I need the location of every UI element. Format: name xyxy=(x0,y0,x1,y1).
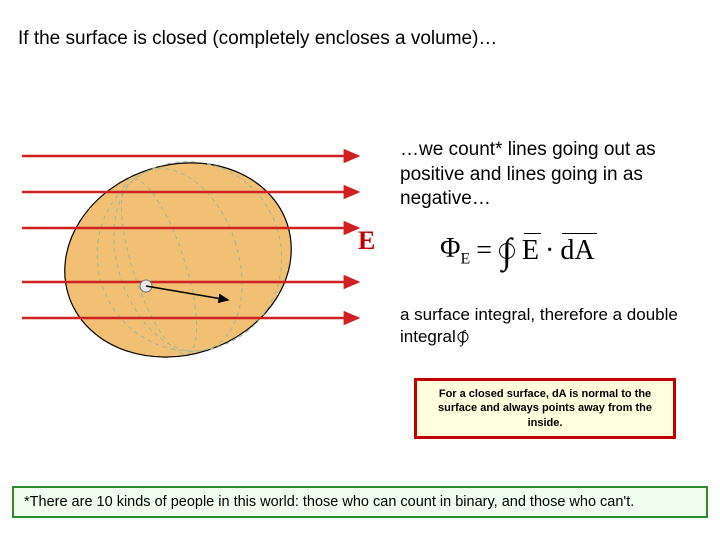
closed-integral-symbol: ∫ xyxy=(502,230,512,272)
note-box: For a closed surface, dA is normal to th… xyxy=(414,378,676,439)
slide-title: If the surface is closed (completely enc… xyxy=(18,28,497,50)
equals: = xyxy=(476,235,492,267)
flux-diagram xyxy=(18,120,378,380)
dA-vector: dA xyxy=(560,235,594,267)
dot-operator: · xyxy=(545,235,554,267)
flux-formula: ΦE = ∫ E · dA xyxy=(440,230,595,272)
phi-symbol: ΦE xyxy=(440,233,470,269)
paragraph-surface-integral: a surface integral, therefore a double i… xyxy=(400,304,680,348)
e-vector: E xyxy=(522,235,539,267)
paragraph-count-lines: …we count* lines going out as positive a… xyxy=(400,138,680,212)
closed-loop-symbol: ∫ xyxy=(460,326,465,348)
para2-text: a surface integral, therefore a double i… xyxy=(400,305,678,346)
footer-joke: *There are 10 kinds of people in this wo… xyxy=(12,486,708,518)
